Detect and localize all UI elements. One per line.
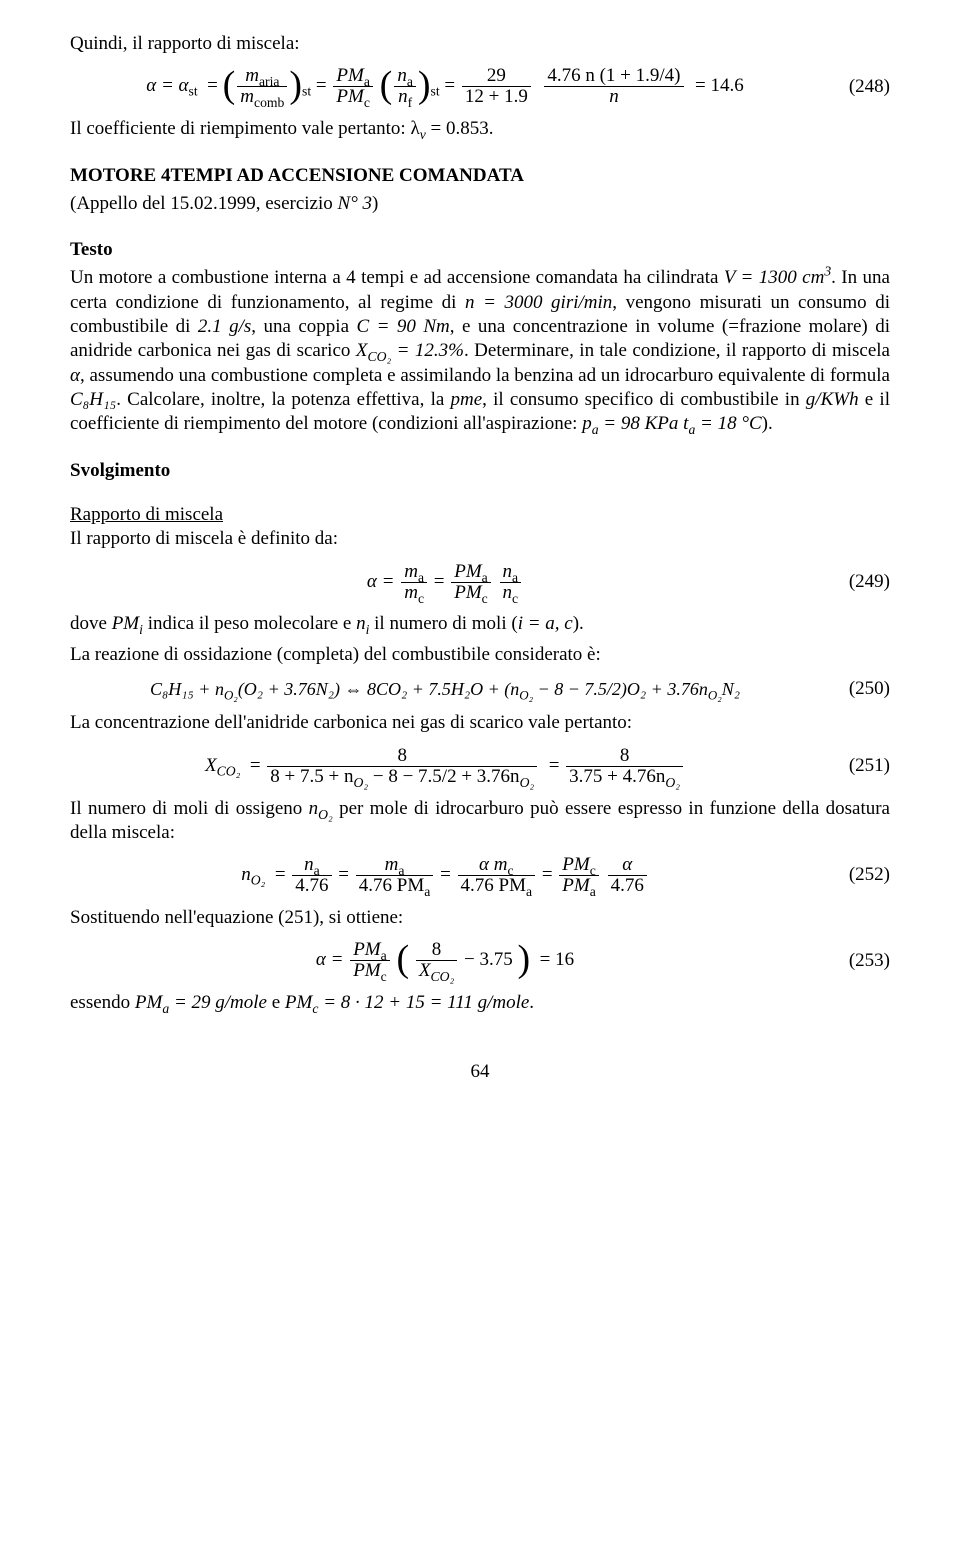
eq-252: nO₂ = na 4.76 = ma 4.76 PMa = α mc 4.76 … [70, 855, 890, 896]
eq-251: XCO₂ = 8 8 + 7.5 + nO₂ − 8 − 7.5/2 + 3.7… [70, 746, 890, 787]
rm-title: Rapporto di miscela [70, 503, 890, 527]
eq-251-num: (251) [820, 754, 890, 778]
eq-248: α = αst = ( maria mcomb )st = PMa PMc ( … [70, 66, 890, 107]
rm-line: Il rapporto di miscela è definito da: [70, 527, 890, 551]
eq-248-num: (248) [820, 75, 890, 99]
intro-line: Quindi, il rapporto di miscela: [70, 32, 890, 56]
eq-249-body: α = ma mc = PMa PMc na nc [70, 562, 820, 603]
dove-line: dove PMi indica il peso molecolare e ni … [70, 612, 890, 636]
eq-252-body: nO₂ = na 4.76 = ma 4.76 PMa = α mc 4.76 … [70, 855, 820, 896]
eq-249: α = ma mc = PMa PMc na nc (249) [70, 562, 890, 603]
testo-label: Testo [70, 238, 890, 262]
essendo-line: essendo PMa = 29 g/mole e PMc = 8 · 12 +… [70, 991, 890, 1015]
title-1: MOTORE 4TEMPI AD ACCENSIONE COMANDATA [70, 164, 890, 188]
eq-251-body: XCO₂ = 8 8 + 7.5 + nO₂ − 8 − 7.5/2 + 3.7… [70, 746, 820, 787]
oss-line: La reazione di ossidazione (completa) de… [70, 643, 890, 667]
eq-253-body: α = PMa PMc ( 8 XCO₂ − 3.75 ) = 16 [70, 940, 820, 981]
page: Quindi, il rapporto di miscela: α = αst … [0, 0, 960, 1134]
eq-253: α = PMa PMc ( 8 XCO₂ − 3.75 ) = 16 (253) [70, 940, 890, 981]
title-2: (Appello del 15.02.1999, esercizio N° 3) [70, 192, 890, 216]
sost-line: Sostituendo nell'equazione (251), si ott… [70, 906, 890, 930]
eq-250: C₈H₁₅ + nO₂(O₂ + 3.76N₂) ⇔ 8CO₂ + 7.5H₂O… [70, 677, 890, 701]
eq-252-num: (252) [820, 863, 890, 887]
svolgimento-label: Svolgimento [70, 459, 890, 483]
conc-line: La concentrazione dell'anidride carbonic… [70, 711, 890, 735]
moli-line: Il numero di moli di ossigeno nO₂ per mo… [70, 797, 890, 846]
eq-250-body: C₈H₁₅ + nO₂(O₂ + 3.76N₂) ⇔ 8CO₂ + 7.5H₂O… [70, 678, 820, 701]
eq-250-num: (250) [820, 677, 890, 701]
testo-body: Un motore a combustione interna a 4 temp… [70, 266, 890, 436]
eq-248-body: α = αst = ( maria mcomb )st = PMa PMc ( … [70, 66, 820, 107]
page-number: 64 [70, 1060, 890, 1084]
lambda-line: Il coefficiente di riempimento vale pert… [70, 117, 890, 141]
eq-253-num: (253) [820, 949, 890, 973]
eq-249-num: (249) [820, 570, 890, 594]
